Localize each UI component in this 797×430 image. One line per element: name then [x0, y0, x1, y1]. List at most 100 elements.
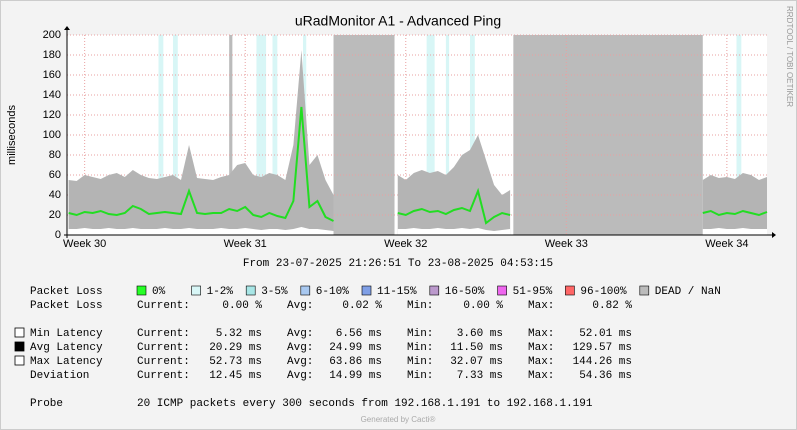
legend-swatch: [136, 285, 147, 296]
x-tick-label: Week 33: [545, 238, 588, 250]
stat-label: Packet Loss: [30, 300, 103, 312]
stat-value: 0.00 %: [463, 300, 503, 312]
stat-label: Avg Latency: [30, 342, 103, 354]
period: From 23-07-2025 21:26:51 To 23-08-2025 0…: [243, 258, 553, 270]
y-tick-label: 0: [55, 229, 61, 241]
y-tick-label: 80: [49, 149, 61, 161]
x-tick-label: Week 34: [705, 238, 748, 250]
stat-header: Avg:: [287, 328, 313, 340]
side-label: RRDTOOL / TOBI OETIKER: [785, 6, 794, 107]
stat-header: Max:: [528, 342, 554, 354]
legend-label: 11-15%: [377, 286, 417, 298]
stat-header: Current:: [137, 356, 190, 368]
legend-swatch: [361, 285, 372, 296]
stat-label: Min Latency: [30, 328, 103, 340]
stat-header: Max:: [528, 370, 554, 382]
stat-value: 3.60 ms: [457, 328, 503, 340]
legend-swatch: [639, 285, 650, 296]
stat-header: Min:: [407, 356, 433, 368]
y-tick-label: 40: [49, 189, 61, 201]
stat-value: 7.33 ms: [457, 370, 503, 382]
loss-band: [256, 35, 267, 235]
legend-swatch: [429, 285, 440, 296]
avg-line: [702, 209, 768, 217]
x-tick-label: Week 31: [224, 238, 267, 250]
y-tick-label: 120: [43, 109, 61, 121]
stat-header: Max:: [528, 328, 554, 340]
legend-swatch: [14, 355, 25, 366]
legend-label: 6-10%: [316, 286, 349, 298]
loss-band: [445, 35, 450, 235]
legend-swatch: [14, 341, 25, 352]
stat-header: Current:: [137, 342, 190, 354]
min-area: [68, 227, 334, 235]
footer: Generated by Cacti®: [361, 415, 436, 424]
stat-value: 5.32 ms: [216, 328, 262, 340]
legend-label: 96-100%: [580, 286, 627, 298]
legend-label: 51-95%: [513, 286, 553, 298]
legend-label: 1-2%: [207, 286, 234, 298]
stat-header: Min:: [407, 328, 433, 340]
stat-value: 52.01 ms: [579, 328, 632, 340]
loss-band: [736, 35, 742, 235]
legend-swatch: [565, 285, 575, 296]
probe-label: Probe: [30, 398, 63, 410]
stat-value: 24.99 ms: [329, 342, 382, 354]
y-tick-label: 200: [43, 29, 61, 41]
stat-label: Max Latency: [30, 356, 103, 368]
stat-value: 6.56 ms: [336, 328, 382, 340]
stat-value: 14.99 ms: [329, 370, 382, 382]
legend-swatch: [245, 285, 256, 296]
stat-value: 54.36 ms: [579, 370, 632, 382]
stat-header: Avg:: [287, 356, 313, 368]
stat-value: 129.57 ms: [573, 342, 632, 354]
stat-value: 52.73 ms: [209, 356, 262, 368]
stat-header: Max:: [528, 300, 554, 312]
avg-line: [68, 106, 334, 222]
avg-line: [397, 187, 511, 225]
y-tick-label: 20: [49, 209, 61, 221]
stat-header: Min:: [407, 300, 433, 312]
y-axis-label: milliseconds: [6, 105, 18, 165]
x-tick-label: Week 32: [384, 238, 427, 250]
max-area: [68, 50, 334, 235]
stat-value: 0.82 %: [592, 300, 632, 312]
stat-header: Current:: [137, 370, 190, 382]
stat-header: Avg:: [287, 370, 313, 382]
stat-value: 0.02 %: [342, 300, 382, 312]
stat-value: 20.29 ms: [209, 342, 262, 354]
stat-header: Current:: [137, 328, 190, 340]
stat-header: Avg:: [287, 300, 313, 312]
stat-value: 12.45 ms: [209, 370, 262, 382]
stat-value: 0.00 %: [222, 300, 262, 312]
stat-value: 32.07 ms: [450, 356, 503, 368]
legend-label: 0%: [152, 286, 166, 298]
legend-swatch: [300, 285, 311, 296]
legend-label: 16-50%: [445, 286, 485, 298]
y-arrow: [64, 26, 70, 30]
stat-header: Min:: [407, 370, 433, 382]
x-arrow: [772, 232, 776, 238]
legend-title: Packet Loss: [30, 286, 103, 298]
chart-title: uRadMonitor A1 - Advanced Ping: [295, 13, 501, 29]
stat-value: 144.26 ms: [573, 356, 632, 368]
y-tick-label: 140: [43, 89, 61, 101]
y-tick-label: 160: [43, 69, 61, 81]
y-tick-label: 180: [43, 49, 61, 61]
legend-swatch: [14, 327, 25, 338]
stat-header: Avg:: [287, 342, 313, 354]
x-tick-label: Week 30: [63, 238, 106, 250]
min-area: [397, 228, 511, 235]
y-tick-label: 100: [43, 129, 61, 141]
dead-range: [229, 35, 233, 235]
stat-header: Current:: [137, 300, 190, 312]
stat-label: Deviation: [30, 370, 89, 382]
max-area: [702, 173, 767, 235]
y-tick-label: 60: [49, 169, 61, 181]
legend-swatch: [497, 285, 507, 296]
probe-text: 20 ICMP packets every 300 seconds from 1…: [137, 398, 593, 410]
legend-label: DEAD / NaN: [655, 286, 721, 298]
stat-value: 63.86 ms: [329, 356, 382, 368]
legend-label: 3-5%: [261, 286, 288, 298]
